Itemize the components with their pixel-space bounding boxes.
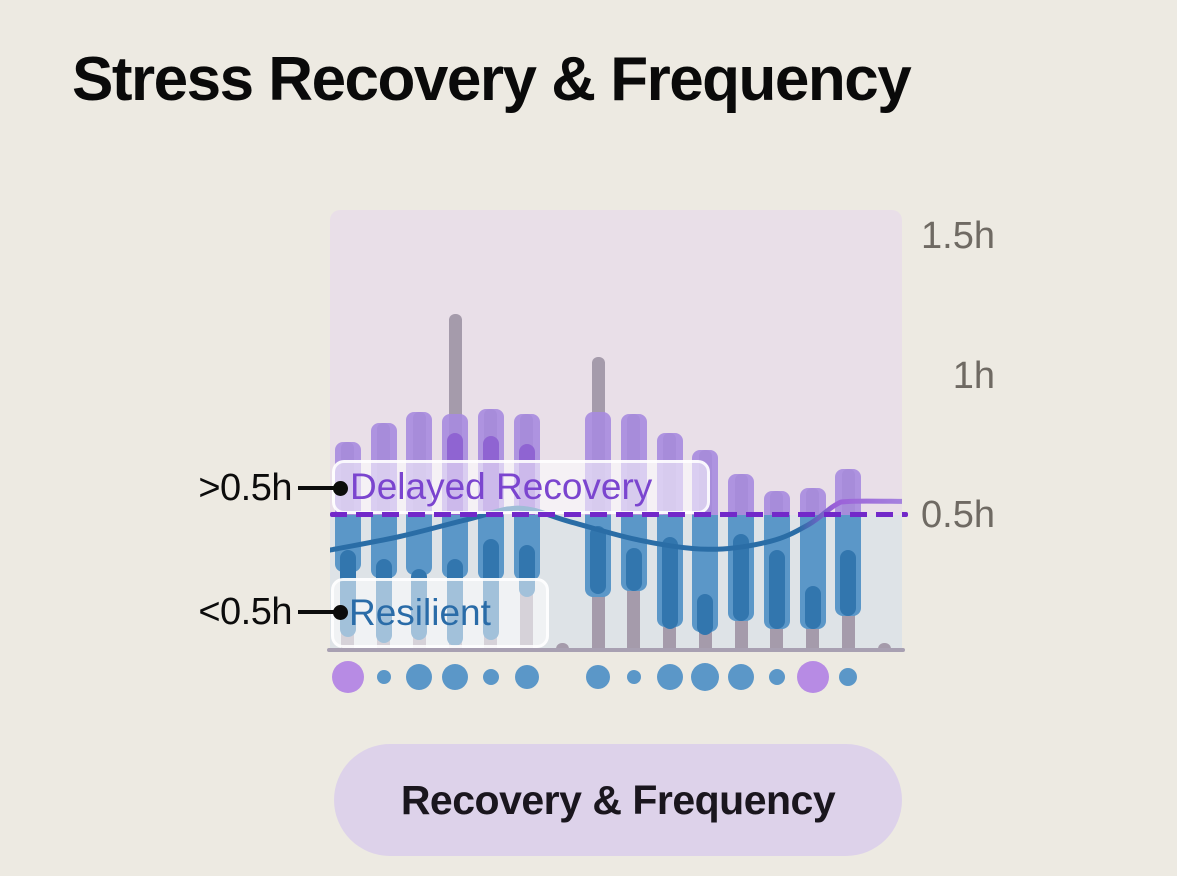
frequency-dot [406, 664, 433, 690]
callout-connector-line [298, 486, 334, 490]
callout-below-text: <0.5h [198, 590, 292, 633]
callout-below-threshold: <0.5h [150, 590, 348, 633]
frequency-dot [768, 669, 785, 685]
total-bar [555, 642, 569, 650]
callout-connector-dot [333, 480, 348, 496]
recovery-bar [835, 468, 862, 515]
frequency-dot [839, 668, 858, 686]
recovery-frequency-button[interactable]: Recovery & Frequency [334, 744, 902, 856]
resilient-inner-bar [697, 593, 714, 635]
frequency-dot [586, 665, 611, 689]
recovery-bar [799, 487, 826, 515]
resilient-label: Resilient [349, 592, 491, 633]
frequency-dot [442, 664, 469, 690]
recovery-bar [728, 474, 755, 515]
frequency-dot [626, 670, 641, 684]
resilient-inner-bar [804, 585, 821, 630]
y-axis-tick-0-5h: 0.5h [921, 494, 995, 536]
delayed-recovery-label-box: Delayed Recovery [332, 460, 710, 514]
resilient-inner-bar [590, 525, 607, 594]
callout-above-text: >0.5h [198, 466, 292, 509]
callout-above-threshold: >0.5h [150, 466, 348, 509]
frequency-dot [482, 669, 499, 685]
total-bar [877, 642, 891, 650]
frequency-dot [691, 663, 720, 691]
resilient-inner-bar [840, 550, 857, 616]
delayed-recovery-label: Delayed Recovery [350, 466, 653, 507]
frequency-dot [796, 661, 829, 693]
frequency-dot [728, 664, 755, 690]
frequency-dot [376, 670, 391, 684]
callout-connector-dot [333, 604, 348, 620]
frequency-dot [331, 661, 364, 693]
resilient-inner-bar [625, 547, 642, 592]
resilient-label-box: Resilient [331, 578, 549, 648]
callout-connector-line [298, 610, 334, 614]
frequency-dots-row [330, 210, 902, 700]
frequency-dot [514, 665, 539, 689]
resilient-bar [406, 515, 433, 575]
resilient-inner-bar [661, 536, 678, 630]
y-axis-tick-1-5h: 1.5h [921, 215, 995, 257]
chart-baseline [327, 648, 905, 652]
recovery-bar [763, 490, 790, 515]
stress-recovery-chart: Delayed Recovery Resilient [327, 210, 908, 700]
resilient-inner-bar [768, 550, 785, 630]
page-title: Stress Recovery & Frequency [72, 45, 912, 114]
resilient-inner-bar [733, 534, 750, 622]
y-axis-tick-1h: 1h [952, 355, 995, 397]
trend-line [330, 498, 902, 553]
threshold-dashed-line [330, 512, 908, 517]
frequency-dot [656, 664, 683, 690]
